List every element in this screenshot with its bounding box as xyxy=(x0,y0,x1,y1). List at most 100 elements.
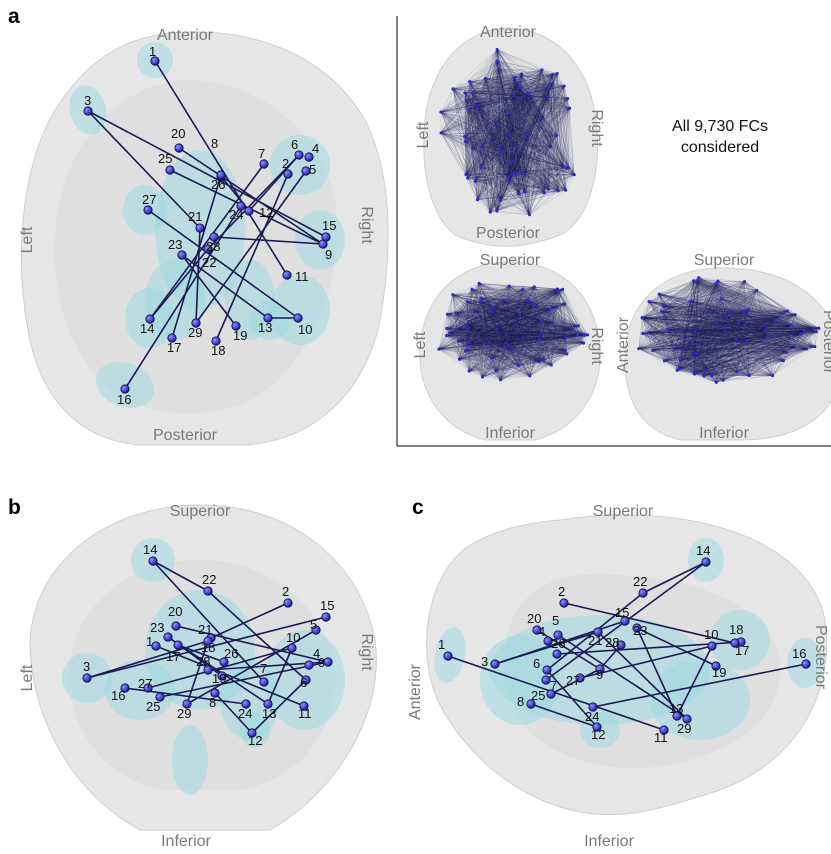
inset-label-superior-1: Superior xyxy=(480,252,541,269)
inset-top-mesh-node xyxy=(506,175,511,179)
c-node-27 xyxy=(575,673,585,683)
inset-top-mesh-node xyxy=(546,187,550,191)
b-node-28 xyxy=(203,665,213,675)
b-node-label-6: 6 xyxy=(300,675,307,690)
inset-sag-mesh-node xyxy=(691,354,696,359)
b-node-27 xyxy=(143,683,153,693)
b-region-halo xyxy=(172,725,208,795)
b-node-9 xyxy=(323,657,333,667)
panel-letter-b: b xyxy=(8,496,21,519)
a-node-label-18: 18 xyxy=(211,343,225,358)
inset-top-mesh-node xyxy=(519,72,524,76)
a-node-label-2: 2 xyxy=(282,156,289,171)
inset-top-mesh-node xyxy=(463,91,467,95)
inset-cor-mesh-node xyxy=(466,327,470,331)
c-node-13 xyxy=(672,711,682,721)
c-node-19 xyxy=(711,661,721,671)
inset-note-line1: All 9,730 FCs xyxy=(672,118,768,135)
inset-cor-mesh-node xyxy=(494,369,498,373)
a-node-18 xyxy=(211,336,221,346)
c-node-9 xyxy=(595,664,605,674)
c-node-label-2: 2 xyxy=(558,584,565,599)
inset-sag-mesh-node xyxy=(661,303,665,308)
inset-cor-mesh-node xyxy=(499,378,503,382)
inset-sag-mesh-node xyxy=(678,358,683,362)
inset-sag-mesh-node xyxy=(714,380,718,384)
inset-sag-mesh-node xyxy=(692,372,697,376)
inset-sag-mesh-node xyxy=(693,351,698,356)
inset-sag-mesh-node xyxy=(703,367,707,371)
b-node-label-13: 13 xyxy=(262,706,276,721)
inset-top-mesh-node xyxy=(495,59,499,63)
c-node-25 xyxy=(546,689,556,699)
inset-cor-mesh-node xyxy=(521,336,525,340)
b-label-superior: Superior xyxy=(170,503,231,520)
a-node-label-29: 29 xyxy=(188,325,202,340)
inset-cor-mesh-node xyxy=(477,281,481,286)
inset-sag-mesh-node xyxy=(754,288,759,293)
b-node-3 xyxy=(82,673,92,683)
inset-top-mesh-node xyxy=(479,165,483,169)
inset-cor-mesh-node xyxy=(581,341,586,345)
inset-cor-mesh-node xyxy=(517,312,522,317)
inset-cor-mesh-node xyxy=(548,307,552,312)
inset-cor-mesh-node xyxy=(472,309,476,313)
inset-cor-mesh-node xyxy=(539,319,543,323)
b-node-6 xyxy=(301,675,311,685)
inset-top-mesh-node xyxy=(513,75,517,80)
inset-sag-mesh-node xyxy=(641,331,645,336)
a-node-label-26: 26 xyxy=(211,177,225,192)
c-node-label-17: 17 xyxy=(735,643,749,658)
a-node-15 xyxy=(321,232,331,242)
inset-top-mesh-node xyxy=(479,145,484,149)
inset-label-right: Right xyxy=(588,109,605,147)
label-anterior: Anterior xyxy=(157,27,214,44)
inset-sag-mesh-node xyxy=(793,313,797,317)
inset-top-mesh-node xyxy=(546,86,550,90)
inset-top-mesh-node xyxy=(562,84,566,88)
inset-sag-mesh-node xyxy=(721,378,725,382)
inset-note-line2: considered xyxy=(681,139,759,156)
c-node-7 xyxy=(541,675,551,685)
inset-cor-mesh-node xyxy=(564,336,568,340)
inset-top-mesh-node xyxy=(510,159,514,163)
b-node-label-5: 5 xyxy=(310,617,317,632)
inset-label-left: Left xyxy=(415,121,432,148)
inset-top-mesh-node xyxy=(541,115,545,119)
b-node-21 xyxy=(203,636,213,646)
a-node-label-10: 10 xyxy=(298,322,312,337)
b-node-label-2: 2 xyxy=(282,584,289,599)
inset-sag-mesh-node xyxy=(785,309,790,313)
c-connection-23-13 xyxy=(636,627,678,717)
inset-top-mesh-node xyxy=(526,91,530,95)
inset-sag-mesh-node xyxy=(773,319,777,323)
inset-cor-mesh-node xyxy=(582,333,586,337)
inset-cor-mesh-node xyxy=(501,298,505,302)
inset-cor-mesh-node xyxy=(491,305,495,309)
c-node-2 xyxy=(559,598,569,608)
a-node-label-22: 22 xyxy=(202,255,216,270)
a-node-label-9: 9 xyxy=(325,247,332,262)
inset-cor-mesh-node xyxy=(532,285,536,289)
b-label-left: Left xyxy=(19,664,36,691)
b-connection-7-14 xyxy=(152,560,265,683)
inset-sag-mesh-node xyxy=(662,359,667,363)
label-right: Right xyxy=(358,206,375,244)
inset-top-mesh-node xyxy=(507,180,511,185)
inset-top-mesh-node xyxy=(439,131,443,135)
a-node-5 xyxy=(301,166,311,176)
inset-cor-mesh-node xyxy=(575,333,579,337)
inset-sag-mesh-node xyxy=(707,307,711,311)
c-node-22 xyxy=(638,588,648,598)
c-node-15 xyxy=(620,616,630,626)
c-connection-25-9 xyxy=(550,668,601,695)
a-node-17 xyxy=(167,333,177,343)
inset-cor-mesh-node xyxy=(537,337,541,341)
b-node-label-7: 7 xyxy=(260,661,267,676)
inset-top-mesh-node xyxy=(523,172,527,177)
b-node-label-14: 14 xyxy=(143,542,157,557)
b-node-17 xyxy=(173,640,183,650)
inset-cor-mesh-node xyxy=(487,340,491,344)
a-connection-14-22 xyxy=(149,248,209,320)
b-connection-17-26 xyxy=(177,644,225,663)
